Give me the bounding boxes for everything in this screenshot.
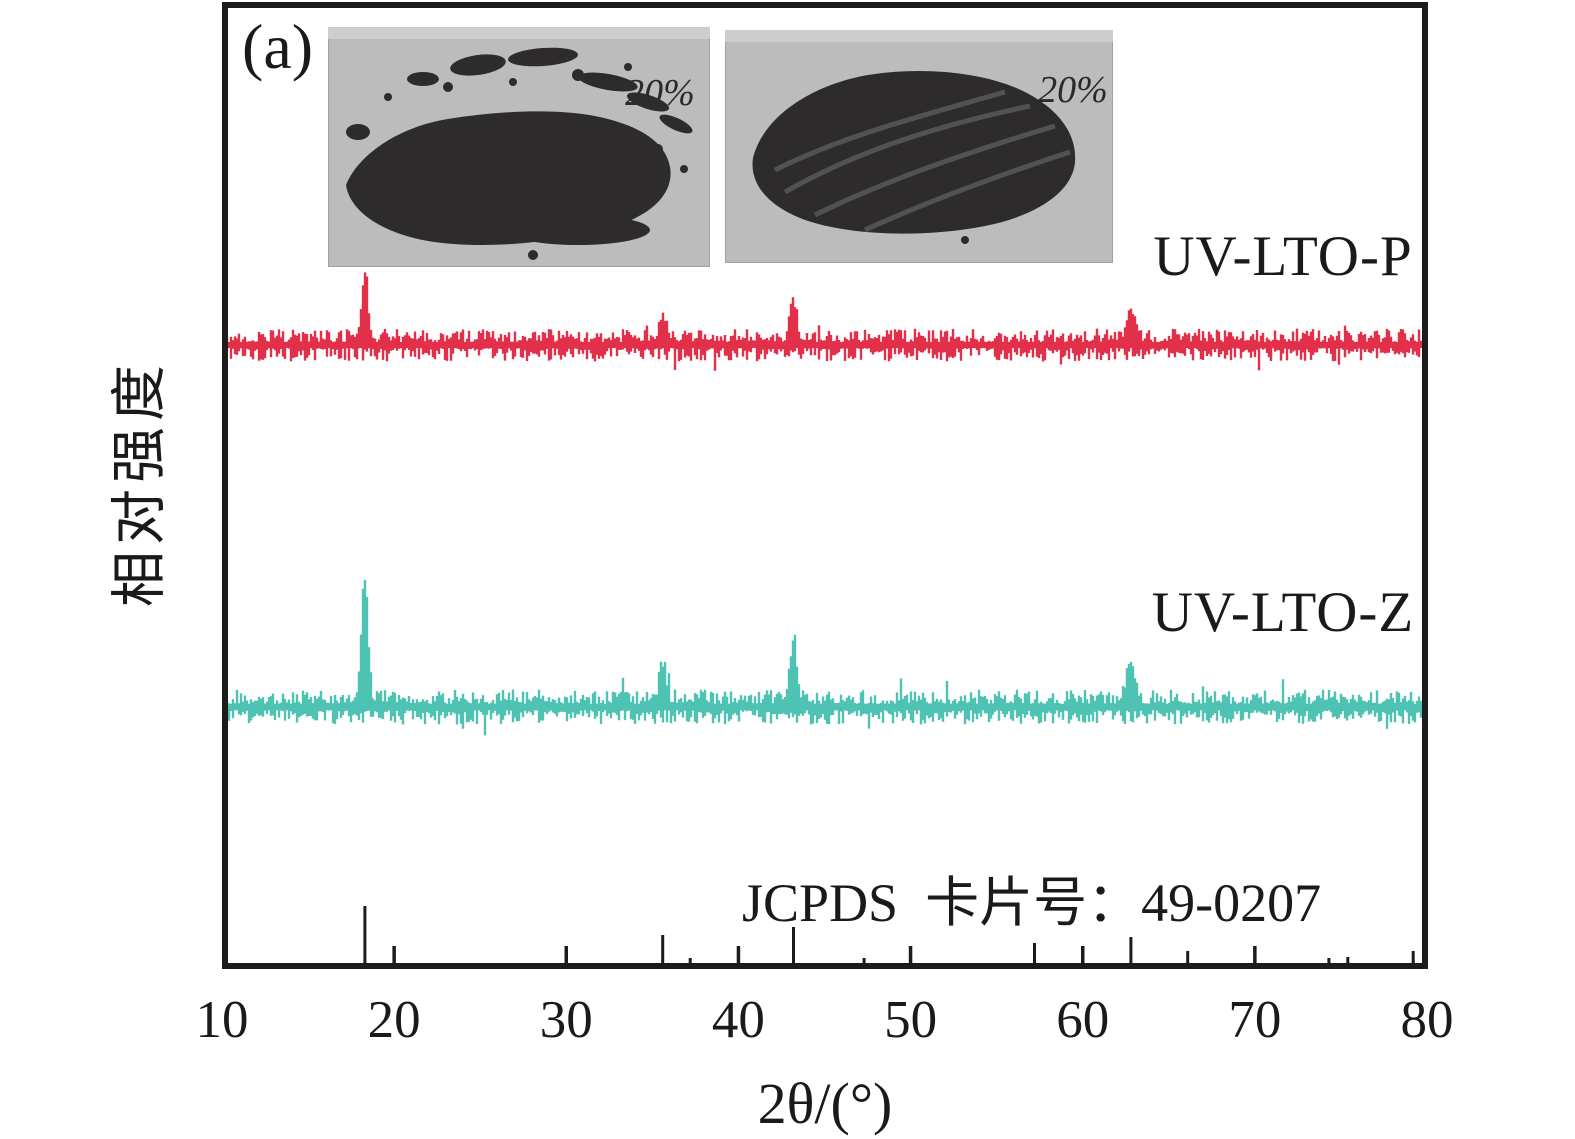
x-tick-label: 50 bbox=[884, 991, 938, 1049]
jcpds-reference-stick bbox=[862, 958, 866, 963]
y-axis-label: 相对强度 bbox=[109, 359, 172, 607]
inset-top-band bbox=[725, 30, 1113, 42]
sem-inset-uv-lto-z: 20% bbox=[725, 30, 1113, 263]
jcpds-reference-stick bbox=[792, 927, 795, 963]
jcpds-reference-stick bbox=[1411, 951, 1415, 963]
x-tick-label: 30 bbox=[539, 991, 593, 1049]
jcpds-reference-stick bbox=[1346, 957, 1350, 963]
x-tick-label: 10 bbox=[195, 991, 249, 1049]
x-axis-tick bbox=[564, 946, 568, 963]
jcpds-reference-stick bbox=[688, 958, 692, 963]
jcpds-reference-caption: JCPDS 卡片号：49-0207 bbox=[742, 873, 1322, 933]
x-axis-label: 2θ/(°) bbox=[757, 1071, 893, 1136]
jcpds-reference-stick bbox=[363, 906, 367, 963]
x-tick-label: 60 bbox=[1056, 991, 1110, 1049]
inset-percentage-label: 20% bbox=[1038, 69, 1108, 111]
x-tick-label: 70 bbox=[1228, 991, 1282, 1049]
x-axis-tick bbox=[736, 946, 741, 963]
jcpds-reference-stick bbox=[1129, 937, 1133, 963]
x-tick-label: 40 bbox=[711, 991, 765, 1049]
x-axis-tick bbox=[908, 946, 913, 963]
powder-blob-group bbox=[752, 71, 1076, 244]
powder-blob-group bbox=[346, 47, 693, 260]
x-tick-label: 80 bbox=[1400, 991, 1454, 1049]
jcpds-reference-stick bbox=[1327, 958, 1331, 963]
x-axis-tick bbox=[392, 946, 396, 963]
inset-percentage-label: 20% bbox=[625, 72, 695, 114]
x-tick-label: 20 bbox=[367, 991, 421, 1049]
x-axis-tick bbox=[1253, 946, 1257, 963]
panel-label: (a) bbox=[242, 11, 314, 82]
x-axis-tick bbox=[1081, 946, 1085, 963]
series-label-uv-lto-z: UV-LTO-Z bbox=[1151, 581, 1415, 644]
jcpds-reference-stick bbox=[1186, 951, 1190, 963]
blob-striations bbox=[773, 89, 1071, 233]
inset-top-band bbox=[328, 27, 710, 39]
jcpds-reference-stick bbox=[1033, 943, 1036, 963]
jcpds-reference-stick bbox=[661, 935, 665, 963]
series-label-uv-lto-p: UV-LTO-P bbox=[1153, 225, 1413, 288]
sem-inset-uv-lto-p: 20% bbox=[328, 27, 710, 267]
